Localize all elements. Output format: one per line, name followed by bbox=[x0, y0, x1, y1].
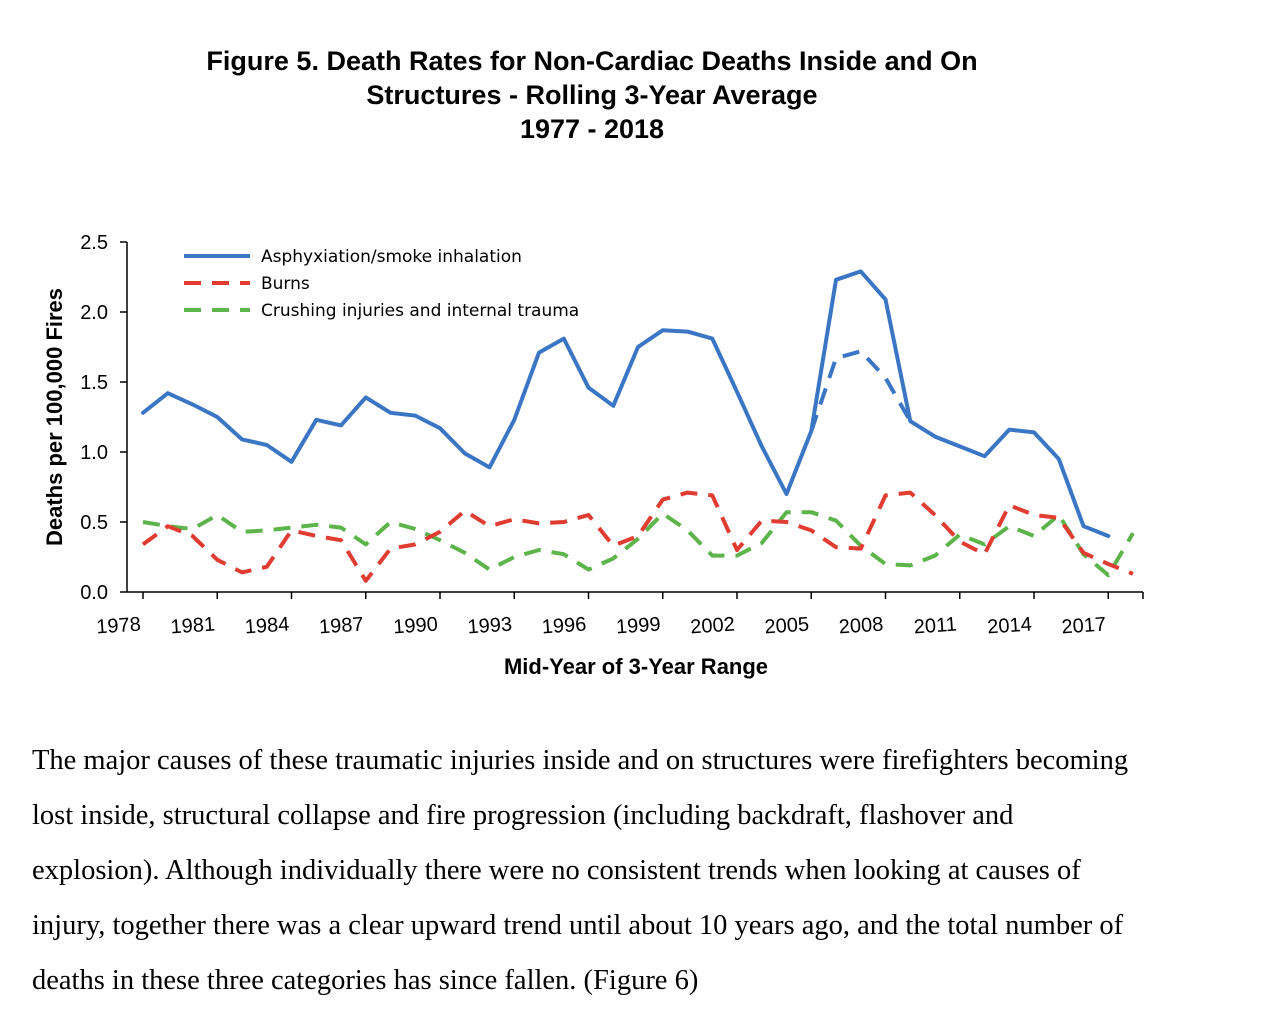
y-axis-ticks: 0.0 0.5 1.0 1.5 2.0 2.5 bbox=[80, 232, 127, 604]
x-tick-label: 1987 bbox=[318, 613, 364, 638]
x-axis-ticks: 1978 1981 1984 1987 1990 1993 1996 1999 2002 2005… bbox=[96, 592, 1144, 639]
x-tick-label: 1999 bbox=[615, 613, 661, 638]
y-tick-label: 1.5 bbox=[80, 372, 108, 394]
legend: Asphyxiation/smoke inhalation Burns Crushi… bbox=[184, 247, 579, 321]
legend-label-3: Crushing injuries and internal trauma bbox=[261, 301, 579, 321]
body-line-2: lost inside, structural collapse and fir… bbox=[32, 800, 1014, 831]
legend-label-2: Burns bbox=[261, 274, 310, 294]
x-tick-label: 2014 bbox=[987, 613, 1033, 638]
x-axis-title: Mid-Year of 3-Year Range bbox=[504, 654, 768, 679]
x-tick-label: 1978 bbox=[96, 613, 142, 638]
chart-title: Figure 5. Death Rates for Non-Cardiac De… bbox=[92, 44, 1092, 146]
x-tick-label: 2002 bbox=[690, 613, 736, 638]
body-paragraph: The major causes of these traumatic inju… bbox=[32, 733, 1272, 1008]
x-tick-label: 2005 bbox=[764, 613, 810, 638]
y-tick-label: 2.5 bbox=[80, 232, 108, 254]
series-line-0 bbox=[141, 269, 1111, 538]
series-layer bbox=[141, 269, 1135, 583]
chart-title-line-2: Structures - Rolling 3-Year Average bbox=[366, 80, 818, 110]
series-line-2 bbox=[141, 490, 1134, 583]
x-tick-label: 1996 bbox=[541, 613, 587, 638]
chart-axes bbox=[126, 242, 1143, 593]
y-tick-label: 0.5 bbox=[80, 512, 108, 534]
x-tick-label: 2008 bbox=[838, 613, 884, 638]
x-tick-label: 1993 bbox=[467, 613, 513, 638]
body-line-1: The major causes of these traumatic inju… bbox=[32, 745, 1129, 776]
x-tick-label: 2011 bbox=[913, 614, 957, 639]
x-tick-label: 1984 bbox=[244, 613, 290, 638]
y-tick-label: 0.0 bbox=[80, 582, 108, 604]
series-line-3 bbox=[142, 510, 1135, 578]
y-tick-label: 1.0 bbox=[80, 442, 108, 464]
series-line-1 bbox=[809, 349, 913, 432]
y-tick-label: 2.0 bbox=[80, 302, 108, 324]
body-line-5: deaths in these three categories has sin… bbox=[32, 965, 699, 996]
chart-title-line-1: Figure 5. Death Rates for Non-Cardiac De… bbox=[206, 46, 978, 76]
body-line-3: explosion). Although individually there … bbox=[32, 855, 1081, 886]
x-tick-label: 1981 bbox=[170, 613, 216, 638]
x-tick-label: 1990 bbox=[393, 613, 439, 638]
chart-title-line-3: 1977 - 2018 bbox=[519, 114, 665, 144]
legend-label-0: Asphyxiation/smoke inhalation bbox=[261, 247, 522, 267]
y-axis-title: Deaths per 100,000 Fires bbox=[42, 288, 67, 546]
x-tick-label: 2017 bbox=[1061, 613, 1107, 638]
line-chart: 0.00.51.01.52.02.5 1978 1981 1984 1987 1990 1… bbox=[42, 232, 1144, 679]
body-line-4: injury, together there was a clear upwar… bbox=[32, 910, 1124, 941]
